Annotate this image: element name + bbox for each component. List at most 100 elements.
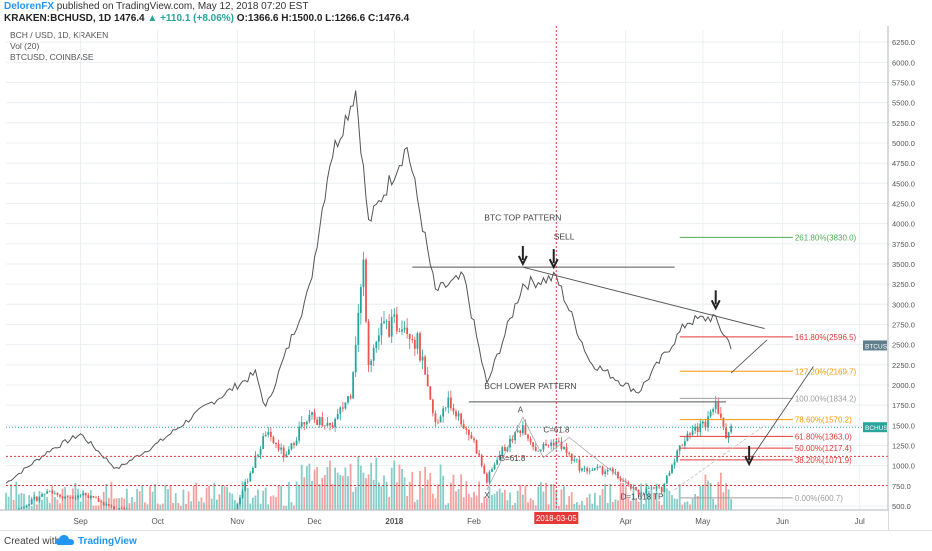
candle-body [331, 425, 334, 428]
candle-body [455, 411, 457, 417]
down-arrow-icon [744, 446, 755, 467]
volume-bar [15, 481, 18, 510]
candle-body [658, 486, 661, 488]
volume-bar [321, 477, 324, 510]
candle-body [452, 408, 455, 412]
volume-bar [195, 482, 198, 510]
volume-bar [169, 485, 172, 510]
volume-bar [300, 464, 303, 510]
candle-body [462, 424, 465, 429]
tradingview-brand[interactable]: TradingView [78, 536, 137, 547]
candle-body [113, 506, 115, 510]
volume-bar [339, 474, 342, 510]
candle-body [46, 491, 49, 494]
candle-body [498, 454, 501, 460]
volume-bar [161, 503, 164, 510]
volume-bar [565, 504, 568, 510]
volume-bar [259, 503, 262, 510]
candle-body [588, 470, 591, 472]
candle-body [683, 441, 686, 446]
volume-bar [33, 491, 36, 510]
volume-bar [41, 499, 43, 510]
tradingview-cloud-icon [56, 535, 74, 545]
candle-body [23, 507, 25, 508]
legend-compare-series[interactable]: BTCUSD, COINBASE [10, 52, 94, 62]
price-chart[interactable]: 1114.0754.4BTCUSD8586.80BCHUSD1476.4 261… [0, 26, 932, 531]
price-tick-label: 6000.0 [892, 58, 915, 67]
volume-bar [686, 501, 689, 510]
candle-body [341, 407, 344, 409]
candle-body [611, 468, 614, 473]
candle-body [676, 450, 679, 462]
created-with-text: Created with [4, 536, 61, 547]
candle-body [48, 490, 51, 492]
volume-bar [421, 487, 424, 510]
volume-bar [588, 493, 591, 510]
volume-bar [164, 484, 167, 510]
candle-body [503, 447, 506, 451]
publish-line: DelorenFX published on TradingView.com, … [4, 1, 308, 13]
ohlc-values: O:1366.6 H:1500.0 L:1266.6 C:1476.4 [236, 13, 410, 24]
volume-bar [92, 505, 95, 510]
fib-level-label: 38.20%(1071.9) [795, 456, 852, 465]
price-tick-label: 3000.0 [892, 300, 915, 309]
legend-volume[interactable]: Vol (20) [10, 41, 40, 51]
harmonic-x-label: X [484, 491, 490, 500]
price-tick-label: 5000.0 [892, 139, 915, 148]
volume-bar [146, 504, 149, 510]
harmonic-a-label: A [518, 405, 524, 414]
candle-body [701, 421, 704, 424]
candle-body [575, 459, 578, 461]
fib-level-label: 61.80%(1363.0) [795, 432, 852, 441]
legend-main-series[interactable]: BCH / USD, 1D, KRAKEN [10, 30, 109, 40]
volume-bar [539, 482, 542, 510]
volume-bar [125, 488, 128, 510]
volume-bar [563, 486, 565, 510]
candle-body [586, 468, 589, 472]
candle-body [336, 413, 339, 419]
candle-body [475, 440, 478, 454]
volume-bar [491, 494, 493, 510]
volume-bar [653, 493, 655, 510]
chart-grid [6, 30, 888, 510]
candle-body [573, 459, 576, 461]
volume-bar [511, 505, 514, 510]
volume-bar [671, 495, 673, 510]
price-axis: 500.0 750.0 1000.0 1250.0 1500.0 1750.0 2000.0… [887, 26, 932, 530]
candle-body [311, 412, 313, 415]
volume-bar [419, 470, 421, 510]
volume-bar [568, 496, 571, 510]
candle-body [514, 431, 517, 441]
candle-body [293, 443, 295, 445]
volume-bar [233, 500, 236, 510]
volume-bar [599, 495, 601, 510]
candle-body [563, 446, 565, 450]
volume-bar [213, 482, 216, 510]
btc-line [5, 90, 732, 484]
time-tick-label: Oct [151, 517, 164, 526]
volume-bar [35, 504, 38, 510]
candle-body [691, 430, 694, 435]
volume-bar [143, 502, 146, 510]
price-tick-label: 3750.0 [892, 240, 915, 249]
candle-body [694, 426, 697, 431]
candle-body [344, 402, 347, 409]
volume-bar [514, 503, 517, 510]
volume-bar [390, 467, 393, 510]
volume-bar [380, 486, 383, 510]
candle-body [246, 481, 249, 482]
candle-body [709, 411, 712, 417]
price-tick-label: 5250.0 [892, 119, 915, 128]
volume-bar [403, 477, 406, 510]
candle-body [30, 498, 33, 505]
candle-body [84, 493, 87, 496]
candle-body [547, 445, 550, 446]
symbol-line: KRAKEN:BCHUSD, 1D 1476.4 ▲ +110.1 (+8.06… [4, 13, 409, 25]
volume-bar [668, 490, 671, 510]
volume-bar [341, 475, 344, 510]
candle-body [388, 321, 391, 337]
volume-bar [51, 485, 54, 510]
candle-body [71, 497, 74, 499]
author-link[interactable]: DelorenFX [4, 1, 55, 12]
footer-bar: Created with TradingView [0, 530, 932, 551]
